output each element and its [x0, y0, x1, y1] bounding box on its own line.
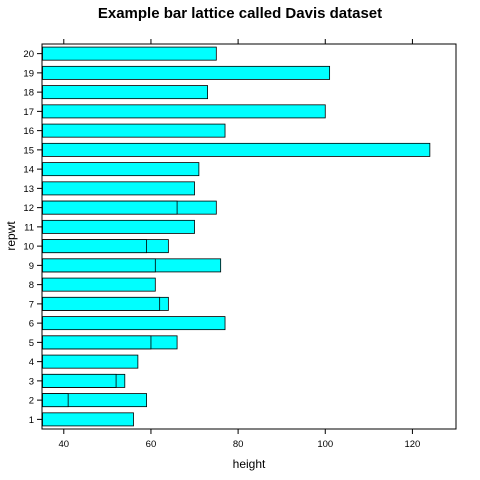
- bar-11-1: [42, 219, 195, 234]
- y-tick-label-5: 5: [29, 338, 34, 349]
- bar-2-2: [42, 393, 69, 408]
- bar-12-2: [42, 200, 178, 215]
- bar-14-1: [42, 162, 200, 177]
- bar-9-2: [42, 258, 156, 273]
- x-tick-label-100: 100: [317, 439, 333, 450]
- bar-8-1: [42, 277, 156, 292]
- y-tick-label-12: 12: [23, 203, 34, 214]
- x-tick-label-120: 120: [404, 439, 420, 450]
- bar-5-2: [42, 335, 152, 350]
- y-axis-label: repwt: [4, 221, 18, 251]
- y-tick-label-16: 16: [23, 126, 34, 137]
- bar-16-1: [42, 123, 226, 138]
- bar-4-1: [42, 354, 139, 369]
- y-tick-label-14: 14: [23, 165, 34, 176]
- bar-17-1: [42, 104, 326, 119]
- axes-layer: 40 60 80 100 1201234567891011121314151617181…: [23, 39, 420, 450]
- y-tick-label-11: 11: [24, 222, 34, 233]
- bar-6-1: [42, 316, 226, 331]
- bar-10-2: [42, 239, 147, 254]
- bars-layer: [42, 46, 431, 427]
- y-tick-label-6: 6: [29, 319, 34, 330]
- x-axis-label: height: [233, 457, 266, 471]
- y-tick-label-8: 8: [29, 280, 34, 291]
- bar-20-1: [42, 46, 217, 61]
- bar-19-1: [42, 65, 331, 80]
- x-tick-label-80: 80: [233, 439, 244, 450]
- y-tick-label-15: 15: [23, 145, 34, 156]
- y-tick-label-19: 19: [23, 68, 34, 79]
- y-tick-label-17: 17: [23, 107, 34, 118]
- bar-13-1: [42, 181, 195, 196]
- y-tick-label-20: 20: [23, 49, 34, 60]
- bar-15-1: [42, 142, 431, 157]
- x-tick-label-60: 60: [146, 439, 157, 450]
- x-tick-label-40: 40: [59, 439, 70, 450]
- y-tick-label-13: 13: [23, 184, 34, 195]
- bar-3-2: [42, 373, 117, 388]
- y-tick-label-1: 1: [29, 415, 34, 426]
- y-tick-label-7: 7: [29, 299, 34, 310]
- y-tick-label-4: 4: [29, 357, 34, 368]
- bar-18-1: [42, 85, 209, 100]
- chart-title: Example bar lattice called Davis dataset: [98, 5, 382, 22]
- plot-frame: [41, 43, 457, 430]
- y-tick-label-2: 2: [29, 396, 34, 407]
- bar-7-2: [42, 296, 161, 311]
- y-tick-label-18: 18: [23, 88, 34, 99]
- y-tick-label-10: 10: [23, 242, 34, 253]
- y-tick-label-9: 9: [29, 261, 34, 272]
- y-tick-label-3: 3: [29, 376, 34, 387]
- bar-1-1: [42, 412, 134, 427]
